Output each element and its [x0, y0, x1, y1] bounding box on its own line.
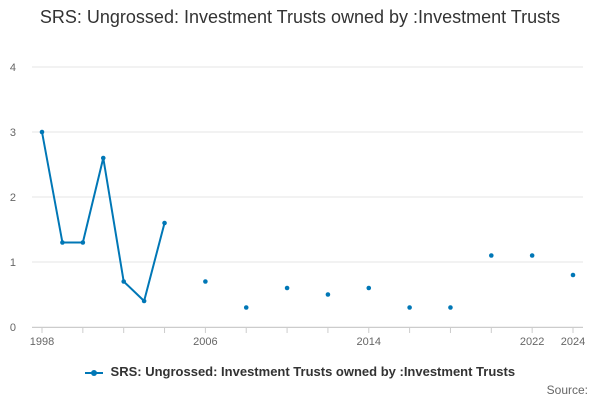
x-tick-label: 2024	[561, 336, 585, 348]
chart-title: SRS: Ungrossed: Investment Trusts owned …	[39, 7, 561, 27]
y-tick-label: 1	[10, 257, 16, 269]
y-grid	[32, 66, 583, 328]
data-point[interactable]	[243, 305, 249, 310]
data-point[interactable]	[121, 279, 126, 284]
data-point[interactable]	[448, 305, 453, 310]
data-point[interactable]	[284, 285, 290, 291]
data-point[interactable]	[203, 279, 208, 284]
data-point[interactable]	[162, 220, 167, 226]
data-point[interactable]	[366, 285, 372, 291]
data-point[interactable]	[80, 240, 86, 245]
data-point[interactable]	[570, 272, 576, 278]
legend-label: SRS: Ungrossed: Investment Trusts owned …	[110, 364, 516, 379]
legend-marker	[84, 368, 103, 378]
data-point[interactable]	[60, 240, 65, 245]
data-point[interactable]	[100, 155, 106, 161]
x-tick-label: 2006	[193, 336, 217, 348]
y-tick-label: 4	[10, 62, 16, 74]
data-point[interactable]	[141, 298, 147, 304]
data-point[interactable]	[325, 292, 331, 297]
x-tick-label: 2014	[357, 336, 381, 348]
series-points	[39, 129, 576, 310]
data-point[interactable]	[39, 129, 45, 135]
data-point[interactable]	[407, 305, 412, 310]
data-point[interactable]	[489, 253, 494, 258]
x-axis: 1998 2006 2014 2022 2024	[30, 327, 585, 348]
y-tick-label: 0	[10, 322, 16, 334]
y-tick-labels: 0 1 2 3 4	[10, 62, 16, 334]
x-tick-label: 1998	[30, 336, 54, 348]
legend[interactable]: SRS: Ungrossed: Investment Trusts owned …	[0, 364, 600, 379]
data-point[interactable]	[529, 253, 535, 258]
y-tick-label: 3	[10, 127, 16, 139]
y-tick-label: 2	[10, 192, 16, 204]
x-tick-label: 2022	[520, 336, 544, 348]
source-credit: Source:	[546, 383, 588, 397]
